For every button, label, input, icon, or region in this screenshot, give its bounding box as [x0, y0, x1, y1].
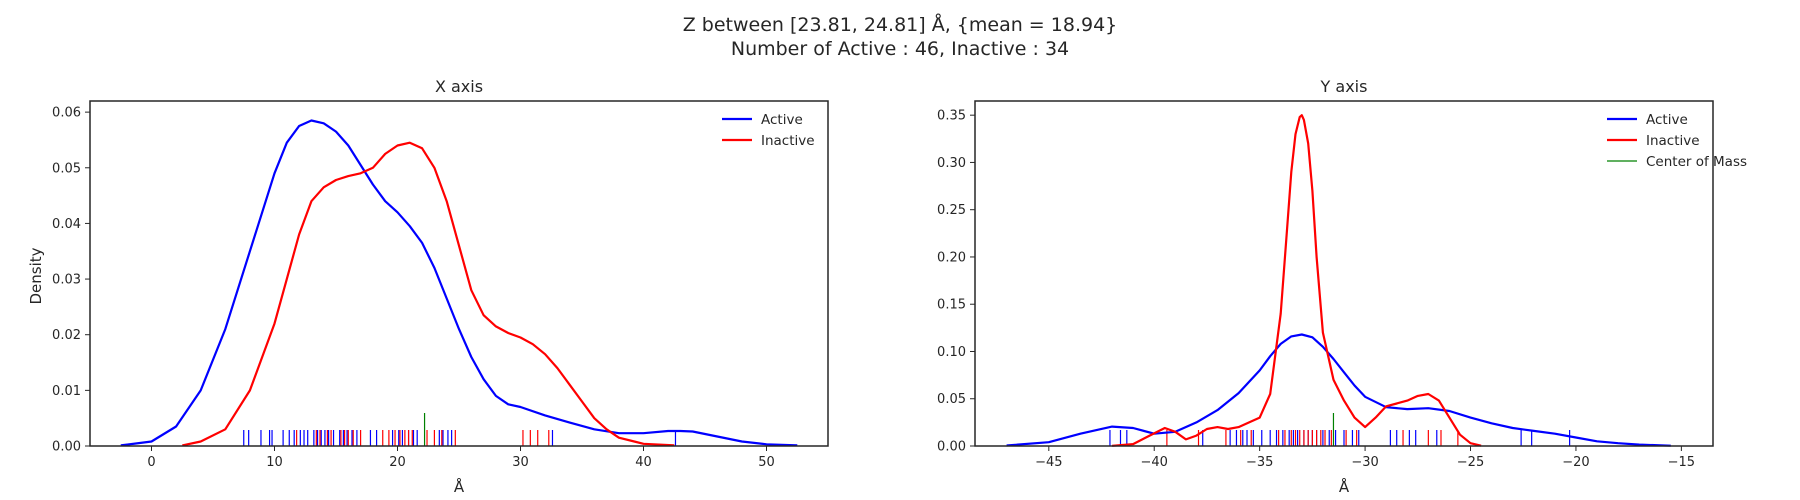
y-plot-series-inactive: [1112, 114, 1482, 447]
x-plot-xlabel: Å: [454, 477, 465, 496]
y-plot-legend: Active Inactive Center of Mass: [1607, 112, 1747, 170]
x-plot-xtick-label: 40: [635, 455, 652, 470]
y-plot-xtick-label: −20: [1562, 455, 1589, 470]
x-plot-xtick-label: 50: [758, 455, 775, 470]
legend-label-active: Active: [1646, 112, 1688, 128]
x-plot-ytick-label: 0.05: [52, 161, 81, 176]
legend-label-inactive: Inactive: [1646, 133, 1700, 149]
x-plot-ytick-label: 0.04: [52, 217, 81, 232]
y-plot-xtick-label: −40: [1141, 455, 1168, 470]
y-plot-ytick-label: 0.00: [937, 440, 966, 455]
x-plot-ytick-label: 0.03: [52, 273, 81, 288]
x-plot-xtick-label: 20: [389, 455, 406, 470]
x-axis-density-plot: X axis Å Density 0 10 20 30 40 50 0.00 0.01 0.02…: [27, 77, 829, 496]
x-plot-xtick-label: 30: [512, 455, 529, 470]
x-plot-title: X axis: [435, 77, 483, 96]
x-plot-ylabel: Density: [27, 247, 45, 304]
x-plot-series-inactive: [182, 141, 675, 447]
y-plot-xtick-label: −30: [1351, 455, 1378, 470]
y-plot-xtick-label: −45: [1035, 455, 1062, 470]
y-plot-xtick-label: −15: [1668, 455, 1695, 470]
y-plot-xlabel: Å: [1339, 477, 1350, 496]
figure-title-line1: Z between [23.81, 24.81] Å, {mean = 18.9…: [683, 13, 1118, 36]
y-plot-xtick-label: −35: [1246, 455, 1273, 470]
x-plot-xtick-label: 10: [266, 455, 283, 470]
y-plot-ytick-label: 0.35: [937, 109, 966, 124]
y-plot-ytick-label: 0.05: [937, 392, 966, 407]
x-plot-frame: [89, 100, 829, 447]
y-plot-title: Y axis: [1320, 77, 1368, 96]
y-plot-frame: [974, 100, 1714, 447]
x-plot-series-active: [120, 119, 798, 447]
x-plot-xtick-label: 0: [147, 455, 155, 470]
x-plot-ytick-label: 0.06: [52, 106, 81, 121]
x-plot-legend: Active Inactive: [722, 112, 815, 149]
y-plot-xtick-label: −25: [1457, 455, 1484, 470]
legend-label-center-of-mass: Center of Mass: [1646, 154, 1747, 170]
x-plot-ytick-label: 0.01: [52, 384, 81, 399]
y-plot-ytick-label: 0.25: [937, 203, 966, 218]
x-plot-ytick-label: 0.00: [52, 440, 81, 455]
y-plot-ytick-label: 0.20: [937, 250, 966, 265]
y-plot-ytick-label: 0.15: [937, 298, 966, 313]
legend-label-active: Active: [761, 112, 803, 128]
figure-title-line2: Number of Active : 46, Inactive : 34: [731, 38, 1069, 60]
y-plot-ytick-label: 0.30: [937, 156, 966, 171]
y-plot-ytick-label: 0.10: [937, 345, 966, 360]
y-plot-series-active: [1006, 333, 1671, 447]
x-plot-ytick-label: 0.02: [52, 328, 81, 343]
y-axis-density-plot: Y axis Å −45 −40 −35 −30 −25 −20 −15 0.00 0.05 0.…: [937, 77, 1747, 496]
legend-label-inactive: Inactive: [761, 133, 815, 149]
